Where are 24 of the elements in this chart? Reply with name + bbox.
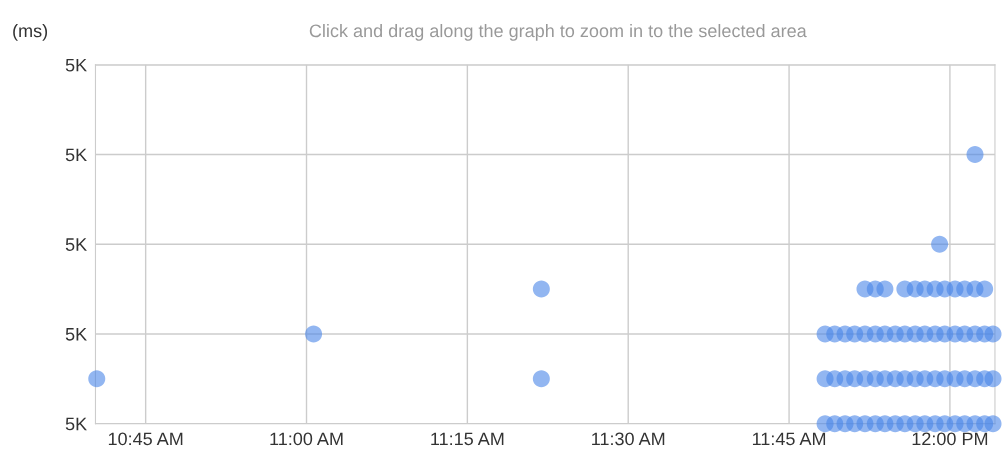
point: [532, 370, 550, 388]
point: [984, 370, 1002, 388]
point: [931, 235, 949, 253]
y-tick-label: 5K: [65, 417, 87, 431]
point: [984, 325, 1002, 343]
x-tick-label: 11:45 AM: [752, 432, 826, 446]
point: [984, 415, 1002, 433]
y-tick-label: 5K: [65, 328, 87, 341]
y-tick-label: 5K: [65, 238, 87, 251]
y-tick-label: 5K: [65, 58, 87, 72]
chart-title: Click and drag along the graph to zoom in to the selected area: [309, 23, 807, 41]
x-tick-label: 11:15 AM: [431, 432, 504, 446]
point: [305, 325, 323, 343]
point: [88, 370, 106, 388]
point: [532, 280, 550, 298]
x-tick-label: 10:45 AM: [108, 432, 183, 446]
x-tick-label: 11:00 AM: [270, 432, 343, 446]
x-tick-label: 12:00 PM: [912, 432, 988, 446]
x-tick-label: 11:30 AM: [592, 432, 665, 446]
point: [876, 280, 894, 298]
y-tick-label: 5K: [65, 148, 87, 162]
point: [966, 146, 984, 164]
point: [976, 280, 994, 298]
y-axis-title: (ms): [13, 23, 48, 41]
